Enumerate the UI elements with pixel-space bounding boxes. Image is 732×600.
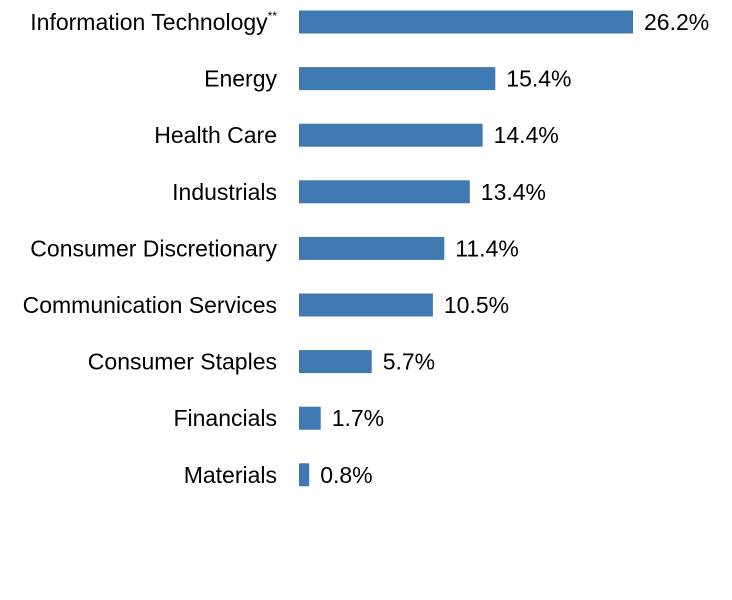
category-label-energy: Energy xyxy=(204,66,277,92)
value-label-consumer-discretionary: 11.4% xyxy=(455,235,519,261)
bar-financials xyxy=(299,406,321,430)
category-label-text: Materials xyxy=(184,462,277,488)
value-label-health-care: 14.4% xyxy=(494,122,559,148)
category-label-communication-services: Communication Services xyxy=(23,292,277,318)
category-label-text: Health Care xyxy=(154,122,277,148)
category-label-health-care: Health Care xyxy=(154,122,277,148)
footnote-marker: ** xyxy=(268,9,278,23)
value-label-information-technology: 26.2% xyxy=(644,9,709,35)
category-label-text: Consumer Discretionary xyxy=(30,235,277,261)
value-label-energy: 15.4% xyxy=(506,66,571,92)
value-label-communication-services: 10.5% xyxy=(444,292,509,318)
category-label-text: Consumer Staples xyxy=(88,349,277,375)
category-label-text: Information Technology xyxy=(30,9,268,35)
bar-consumer-discretionary xyxy=(299,236,445,260)
value-label-financials: 1.7% xyxy=(332,405,384,431)
bar-industrials xyxy=(299,180,470,204)
bar-consumer-staples xyxy=(299,350,372,374)
category-label-text: Energy xyxy=(204,66,277,92)
category-label-text: Communication Services xyxy=(23,292,277,318)
bar-materials xyxy=(299,463,310,487)
value-label-materials: 0.8% xyxy=(320,462,372,488)
value-labels-group: 26.2% 15.4% 14.4% 13.4% 11.4% 10.5% 5.7% 1.7% 0.… xyxy=(320,9,709,488)
value-label-industrials: 13.4% xyxy=(481,179,546,205)
category-label-materials: Materials xyxy=(184,462,277,488)
bars-group xyxy=(299,10,633,487)
bar-energy xyxy=(299,67,496,91)
category-label-text: Industrials xyxy=(172,179,277,205)
bar-health-care xyxy=(299,123,483,147)
bar-communication-services xyxy=(299,293,433,317)
bar-information-technology xyxy=(299,10,633,34)
category-label-consumer-discretionary: Consumer Discretionary xyxy=(30,235,277,261)
category-label-consumer-staples: Consumer Staples xyxy=(88,349,277,375)
category-labels-group: Information Technology** Energy Health Car… xyxy=(23,9,278,488)
category-label-financials: Financials xyxy=(173,405,277,431)
category-label-information-technology: Information Technology** xyxy=(30,9,277,35)
category-label-text: Financials xyxy=(173,405,277,431)
category-label-industrials: Industrials xyxy=(172,179,277,205)
value-label-consumer-staples: 5.7% xyxy=(383,349,435,375)
